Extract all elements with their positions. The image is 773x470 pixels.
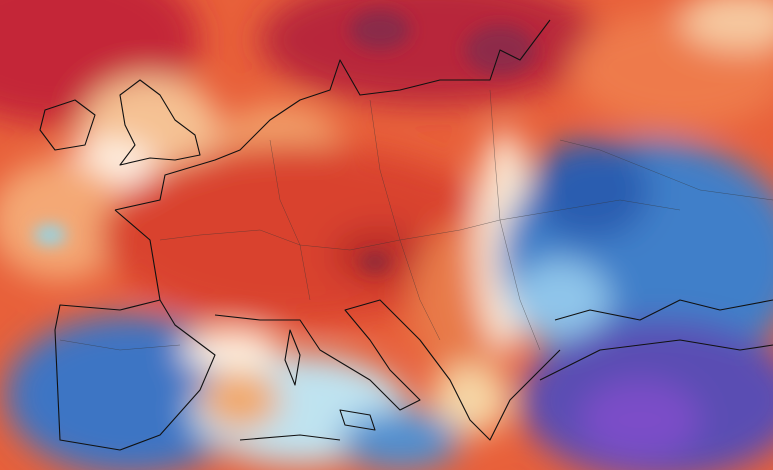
field-patch: [680, 0, 773, 50]
coastline: [119, 79, 201, 166]
coastline: [284, 329, 301, 386]
field-patch: [530, 140, 650, 240]
coastline: [539, 339, 773, 381]
border-line: [369, 99, 441, 341]
coastline: [554, 299, 773, 321]
field-patch: [200, 370, 280, 430]
borders: [59, 89, 773, 351]
coastline: [39, 99, 96, 151]
field-patch: [580, 380, 700, 460]
border-line: [489, 89, 541, 351]
field-patch: [260, 0, 600, 105]
coastline: [114, 19, 551, 211]
field-patch: [0, 160, 130, 280]
coastline: [339, 409, 376, 431]
coastline: [214, 299, 561, 441]
field-patch: [360, 252, 390, 272]
coastlines: [39, 19, 773, 451]
border-line: [59, 339, 181, 351]
field-patch: [340, 410, 460, 470]
border-line: [269, 139, 311, 301]
field-patch: [350, 10, 410, 50]
field-patch: [180, 330, 280, 370]
coastline: [239, 434, 341, 441]
coastline: [54, 209, 216, 451]
field-patch: [34, 225, 66, 245]
field-patch: [510, 260, 610, 340]
field-patch: [430, 365, 510, 435]
border-line: [559, 139, 773, 201]
